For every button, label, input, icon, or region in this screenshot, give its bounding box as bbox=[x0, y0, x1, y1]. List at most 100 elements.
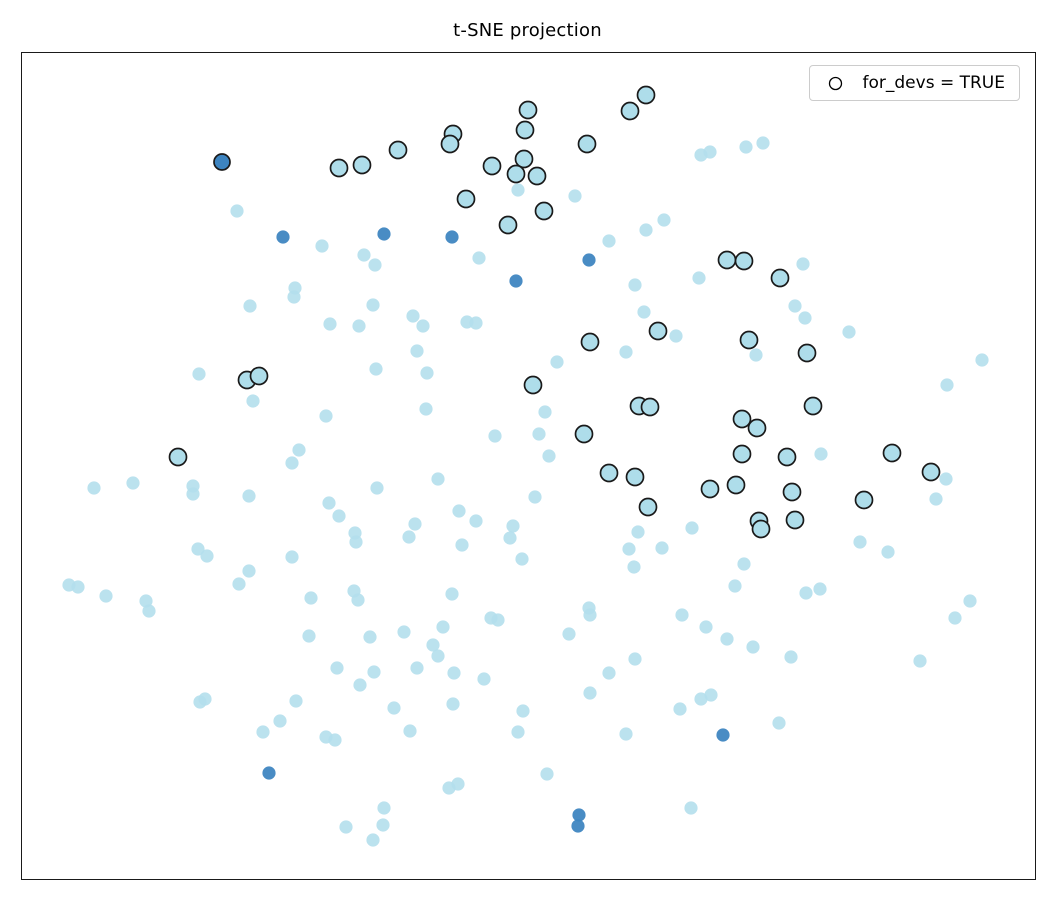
data-point-regular bbox=[749, 348, 763, 362]
data-point-regular bbox=[583, 608, 597, 622]
data-point-regular bbox=[198, 692, 212, 706]
data-point-regular bbox=[469, 514, 483, 528]
data-point-regular bbox=[447, 666, 461, 680]
data-point-for_devs_true bbox=[732, 444, 752, 464]
data-point-dark bbox=[509, 274, 523, 288]
data-point-regular bbox=[200, 549, 214, 563]
data-point-regular bbox=[186, 487, 200, 501]
data-point-for_devs_true bbox=[640, 397, 660, 417]
data-point-regular bbox=[126, 476, 140, 490]
legend-marker-open-circle-icon bbox=[828, 76, 842, 90]
data-point-regular bbox=[515, 552, 529, 566]
data-point-regular bbox=[352, 319, 366, 333]
data-point-regular bbox=[353, 678, 367, 692]
data-point-regular bbox=[929, 492, 943, 506]
data-point-regular bbox=[737, 557, 751, 571]
data-point-regular bbox=[637, 305, 651, 319]
data-point-regular bbox=[627, 560, 641, 574]
data-point-for_devs_true bbox=[782, 482, 802, 502]
data-point-regular bbox=[71, 580, 85, 594]
data-point-regular bbox=[402, 530, 416, 544]
data-point-for_devs_true bbox=[882, 443, 902, 463]
data-point-dark bbox=[572, 808, 586, 822]
data-point-for_devs_true bbox=[577, 134, 597, 154]
data-point-regular bbox=[323, 317, 337, 331]
data-point-regular bbox=[746, 640, 760, 654]
data-point-regular bbox=[369, 362, 383, 376]
data-point-regular bbox=[246, 394, 260, 408]
scatter-canvas bbox=[62, 85, 989, 847]
data-point-for_devs_true bbox=[574, 424, 594, 444]
data-point-for_devs_true bbox=[648, 321, 668, 341]
data-point-regular bbox=[420, 366, 434, 380]
data-point-regular bbox=[339, 820, 353, 834]
data-point-regular bbox=[416, 319, 430, 333]
data-point-regular bbox=[451, 777, 465, 791]
data-point-regular bbox=[913, 654, 927, 668]
data-point-for_devs_true bbox=[329, 158, 349, 178]
data-point-regular bbox=[704, 688, 718, 702]
data-point-regular bbox=[387, 701, 401, 715]
data-point-regular bbox=[366, 298, 380, 312]
data-point-regular bbox=[631, 525, 645, 539]
data-point-regular bbox=[367, 665, 381, 679]
data-point-regular bbox=[192, 367, 206, 381]
data-point-regular bbox=[243, 299, 257, 313]
data-point-regular bbox=[622, 542, 636, 556]
chart-title: t-SNE projection bbox=[453, 20, 602, 41]
data-point-regular bbox=[370, 481, 384, 495]
data-point-regular bbox=[376, 818, 390, 832]
data-point-regular bbox=[292, 443, 306, 457]
data-point-dark_for_devs_true bbox=[213, 153, 231, 171]
data-point-regular bbox=[472, 251, 486, 265]
data-point-for_devs_true bbox=[506, 164, 526, 184]
data-point-regular bbox=[410, 344, 424, 358]
data-point-regular bbox=[452, 504, 466, 518]
data-point-regular bbox=[939, 472, 953, 486]
data-point-regular bbox=[602, 666, 616, 680]
data-point-regular bbox=[542, 449, 556, 463]
data-point-regular bbox=[975, 353, 989, 367]
data-point-for_devs_true bbox=[352, 155, 372, 175]
data-point-regular bbox=[242, 489, 256, 503]
data-point-for_devs_true bbox=[523, 375, 543, 395]
data-point-regular bbox=[426, 638, 440, 652]
data-point-regular bbox=[366, 833, 380, 847]
data-point-regular bbox=[351, 593, 365, 607]
data-point-for_devs_true bbox=[518, 100, 538, 120]
data-point-regular bbox=[491, 613, 505, 627]
data-point-for_devs_true bbox=[440, 134, 460, 154]
data-point-dark bbox=[445, 230, 459, 244]
data-point-regular bbox=[315, 239, 329, 253]
data-point-regular bbox=[532, 427, 546, 441]
plot-area: for_devs = TRUE bbox=[21, 52, 1036, 880]
data-point-regular bbox=[813, 582, 827, 596]
data-point-regular bbox=[328, 733, 342, 747]
data-point-regular bbox=[436, 620, 450, 634]
data-point-regular bbox=[799, 586, 813, 600]
data-point-regular bbox=[528, 490, 542, 504]
data-point-regular bbox=[322, 496, 336, 510]
data-point-regular bbox=[332, 509, 346, 523]
data-point-regular bbox=[619, 345, 633, 359]
data-point-regular bbox=[406, 309, 420, 323]
data-point-regular bbox=[562, 627, 576, 641]
data-point-regular bbox=[363, 630, 377, 644]
data-point-for_devs_true bbox=[638, 497, 658, 517]
data-point-regular bbox=[694, 692, 708, 706]
data-point-regular bbox=[410, 661, 424, 675]
data-point-regular bbox=[692, 271, 706, 285]
data-point-regular bbox=[756, 136, 770, 150]
data-point-regular bbox=[639, 223, 653, 237]
data-point-regular bbox=[772, 716, 786, 730]
data-point-regular bbox=[685, 521, 699, 535]
data-point-regular bbox=[796, 257, 810, 271]
data-point-regular bbox=[602, 234, 616, 248]
data-point-for_devs_true bbox=[739, 330, 759, 350]
data-point-regular bbox=[948, 611, 962, 625]
data-point-regular bbox=[302, 629, 316, 643]
data-point-for_devs_true bbox=[498, 215, 518, 235]
data-point-for_devs_true bbox=[514, 149, 534, 169]
data-point-regular bbox=[445, 587, 459, 601]
data-point-regular bbox=[798, 311, 812, 325]
